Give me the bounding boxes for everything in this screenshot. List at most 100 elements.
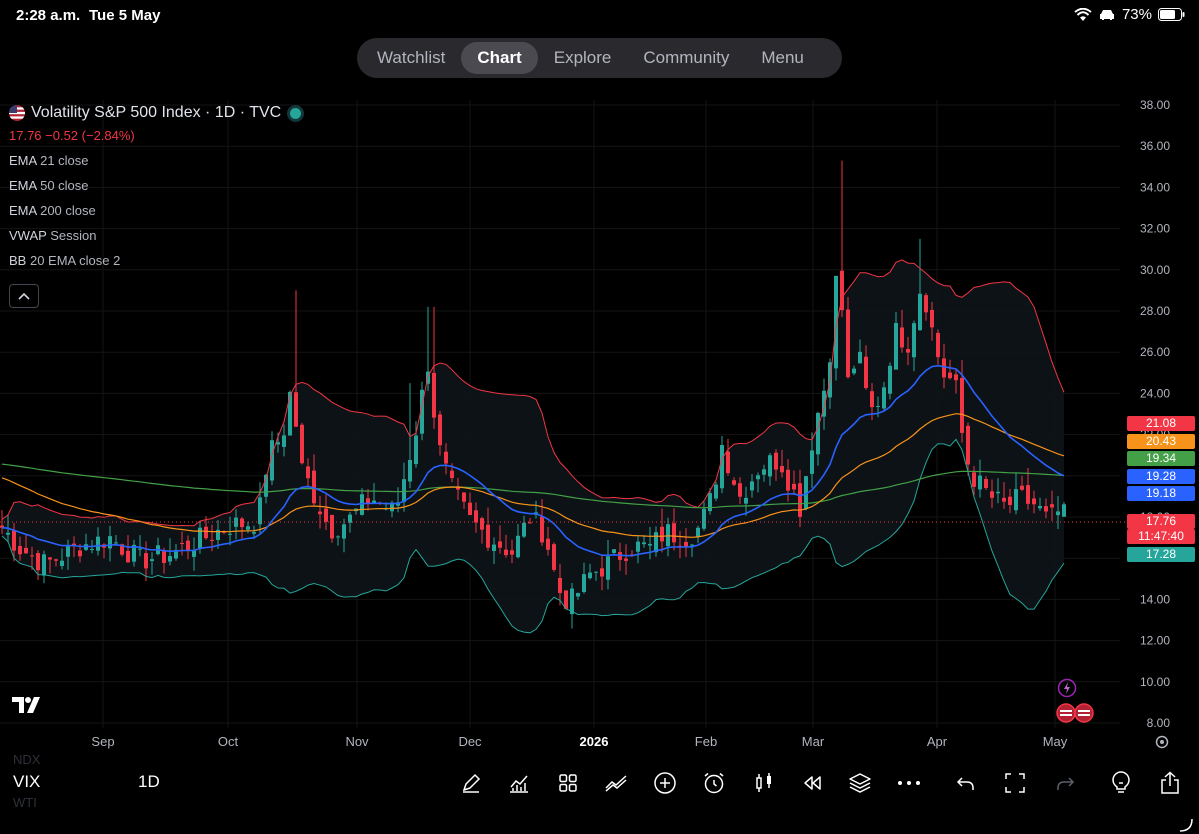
candle-up <box>744 497 748 504</box>
interval-selector[interactable]: 1D <box>138 772 160 791</box>
fullscreen-icon[interactable] <box>1001 769 1029 797</box>
candle-down <box>948 372 952 379</box>
candle-up <box>834 275 838 369</box>
tab-watchlist[interactable]: Watchlist <box>377 48 446 67</box>
draw-icon[interactable] <box>457 769 485 797</box>
candle-down <box>540 516 544 543</box>
candle-up <box>882 387 886 409</box>
battery-percent: 73% <box>1121 6 1152 23</box>
candle-down <box>486 524 490 548</box>
candle-down <box>624 558 628 561</box>
candle-up <box>492 544 496 551</box>
candle-up <box>810 450 814 474</box>
candle-down <box>18 545 22 555</box>
candle-up <box>636 541 640 552</box>
price-tag-bb-upper: 21.08 <box>1127 416 1195 431</box>
indicator-bb[interactable]: BB 20 EMA close 2 <box>9 253 121 268</box>
candle-down <box>510 550 514 555</box>
tab-menu[interactable]: Menu <box>761 48 804 67</box>
price-chart[interactable]: 38.00 36.00 34.00 32.00 30.00 28.00 26.00 24.00… <box>0 92 1199 752</box>
candle-up <box>390 502 394 512</box>
candle-down <box>966 425 970 465</box>
candle-down <box>72 543 76 546</box>
price-tick-label: 38.00 <box>1140 98 1170 112</box>
indicators-icon[interactable] <box>505 769 533 797</box>
collapse-legend-button[interactable] <box>9 284 39 308</box>
candle-down <box>468 502 472 516</box>
share-icon[interactable] <box>1156 769 1184 797</box>
candle-up <box>6 532 10 535</box>
dividend-event-icon[interactable] <box>1057 678 1077 698</box>
price-tag-ema21: 19.28 <box>1127 469 1195 484</box>
candle-up <box>714 484 718 499</box>
candle-up <box>888 365 892 394</box>
layers-icon[interactable] <box>846 769 874 797</box>
candle-up <box>588 572 592 579</box>
candle-down <box>1020 485 1024 490</box>
watchlist-next-symbol[interactable]: WTI <box>13 795 37 810</box>
candle-down <box>324 508 328 522</box>
candle-up <box>876 406 880 408</box>
compare-icon[interactable] <box>602 769 630 797</box>
candle-up <box>198 527 202 549</box>
templates-icon[interactable] <box>554 769 582 797</box>
ideas-icon[interactable] <box>1107 769 1135 797</box>
candle-up <box>168 556 172 562</box>
chart-legend: Volatility S&P 500 Index · 1D · TVC 17.7… <box>9 104 305 268</box>
candle-up <box>576 593 580 597</box>
corner-indicator-icon <box>1179 818 1193 832</box>
candle-down <box>54 559 58 561</box>
candle-down <box>450 470 454 479</box>
candle-down <box>774 452 778 470</box>
candle-up <box>762 469 766 475</box>
redo-icon[interactable] <box>1051 769 1079 797</box>
candle-up <box>996 491 1000 494</box>
indicator-vwap[interactable]: VWAP Session <box>9 228 97 243</box>
candle-down <box>726 451 730 474</box>
candle-down <box>36 553 40 571</box>
candle-up <box>90 549 94 551</box>
tab-explore[interactable]: Explore <box>553 48 612 67</box>
candle-down <box>900 327 904 348</box>
ema-21-line <box>1 364 1065 557</box>
candle-down <box>1032 498 1036 505</box>
candle-down <box>120 544 124 555</box>
candle-down <box>552 544 556 570</box>
candle-up <box>348 514 352 523</box>
candle-down <box>366 498 370 503</box>
candle-down <box>972 472 976 487</box>
status-date: Tue 5 May <box>89 7 161 24</box>
replay-icon[interactable] <box>798 769 826 797</box>
undo-icon[interactable] <box>952 769 980 797</box>
economic-event-flags-icon[interactable] <box>1056 703 1096 723</box>
more-icon[interactable] <box>895 769 923 797</box>
indicator-ema-21[interactable]: EMA 21 close <box>9 153 89 168</box>
tab-community[interactable]: Community <box>643 48 730 67</box>
us-flag-icon <box>9 105 25 121</box>
price-tag-ema200: 19.34 <box>1127 451 1195 466</box>
chart-type-icon[interactable] <box>750 769 778 797</box>
candle-down <box>954 374 958 381</box>
indicator-ema-200[interactable]: EMA 200 close <box>9 203 96 218</box>
tab-chart[interactable]: Chart <box>461 42 538 74</box>
tradingview-logo <box>12 697 40 713</box>
candle-up <box>690 544 694 546</box>
watchlist-prev-symbol[interactable]: NDX <box>13 752 41 767</box>
time-tick-label: Sep <box>91 734 114 749</box>
candle-down <box>294 392 298 427</box>
chart-settings-icon[interactable] <box>1154 734 1170 750</box>
candle-down <box>1026 485 1030 504</box>
status-bar: 2:28 a.m. Tue 5 May 73% <box>0 0 1199 32</box>
candle-down <box>24 547 28 554</box>
candle-down <box>306 466 310 479</box>
candle-up <box>414 435 418 465</box>
add-icon[interactable] <box>651 769 679 797</box>
candle-down <box>660 526 664 542</box>
alert-icon[interactable] <box>700 769 728 797</box>
indicator-ema-50[interactable]: EMA 50 close <box>9 178 89 193</box>
battery-icon <box>1158 8 1185 21</box>
symbol-title-row[interactable]: Volatility S&P 500 Index · 1D · TVC <box>9 104 305 122</box>
candle-up <box>132 544 136 562</box>
candle-up <box>216 529 220 541</box>
symbol-selector[interactable]: VIX <box>13 772 41 791</box>
